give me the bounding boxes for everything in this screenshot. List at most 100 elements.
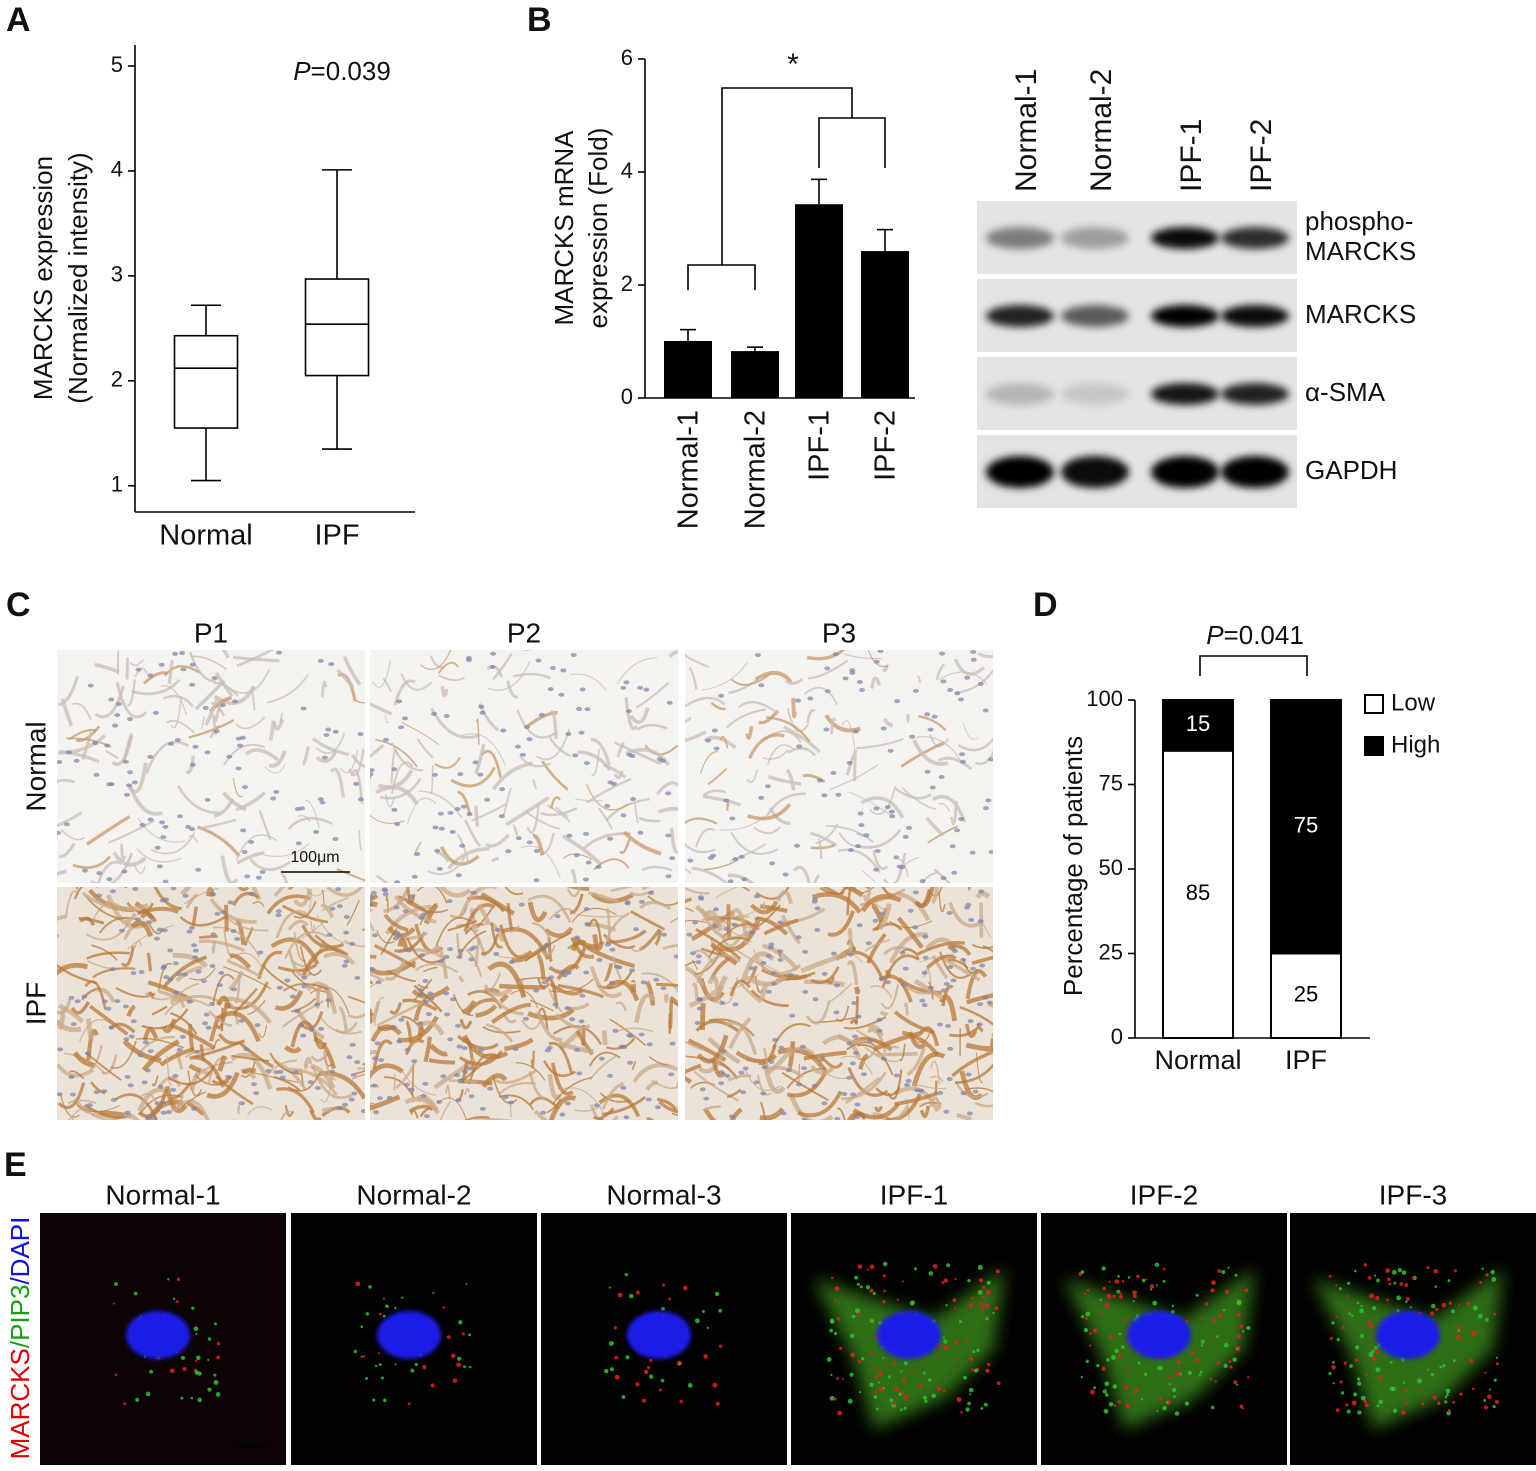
signal-dot — [1442, 1364, 1446, 1368]
signal-dot — [193, 1326, 199, 1332]
signal-dot — [1149, 1288, 1153, 1291]
tissue-fiber — [418, 790, 463, 819]
nucleus — [63, 822, 70, 827]
signal-dot — [858, 1391, 862, 1394]
signal-dot — [1447, 1409, 1451, 1413]
nucleus — [754, 894, 761, 899]
signal-dot — [850, 1352, 856, 1358]
signal-dot — [1345, 1294, 1349, 1298]
nucleus — [370, 890, 377, 895]
nucleus — [924, 769, 931, 774]
nucleus — [593, 1103, 600, 1108]
signal-dot — [903, 1406, 907, 1410]
signal-dot — [841, 1377, 845, 1380]
tissue-fiber — [598, 1093, 641, 1118]
nucleus — [275, 913, 282, 918]
signal-dot — [956, 1397, 962, 1403]
tissue-fiber — [703, 789, 727, 797]
nucleus — [86, 1103, 93, 1108]
nucleus — [884, 980, 891, 985]
nucleus — [795, 935, 802, 940]
nucleus — [629, 968, 636, 973]
tissue-fiber — [236, 650, 275, 668]
nucleus — [170, 1087, 177, 1092]
tissue-fiber — [903, 983, 937, 995]
nucleus — [106, 782, 113, 787]
tissue-fiber — [786, 708, 810, 733]
nucleus — [760, 960, 767, 965]
tissue-fiber — [654, 930, 662, 946]
tissue-fiber — [490, 987, 513, 997]
nucleus — [125, 783, 132, 788]
tissue-fiber — [631, 1060, 637, 1071]
nucleus — [432, 825, 439, 830]
nucleus — [940, 679, 947, 684]
tissue-fiber — [505, 796, 550, 827]
nucleus — [738, 854, 745, 859]
nucleus — [538, 712, 545, 717]
nucleus — [849, 670, 856, 675]
nucleus — [515, 836, 522, 841]
tissue-fiber — [315, 732, 346, 754]
nucleus — [253, 1091, 260, 1096]
nucleus — [874, 849, 881, 854]
signal-dot — [851, 1314, 856, 1319]
tissue-fiber — [957, 736, 993, 752]
nucleus — [130, 1019, 137, 1024]
signal-dot — [1359, 1334, 1365, 1339]
nucleus — [244, 874, 251, 879]
nucleus — [814, 906, 821, 911]
signal-dot — [984, 1303, 990, 1309]
tissue-fiber — [759, 1101, 767, 1120]
signal-dot — [450, 1353, 456, 1359]
nucleus — [203, 1012, 210, 1017]
signal-dot — [1357, 1410, 1362, 1415]
tissue-fiber — [232, 777, 244, 798]
nucleus — [573, 853, 580, 858]
tissue-fiber — [58, 842, 76, 859]
blot-band — [1151, 305, 1219, 327]
nucleus — [457, 772, 464, 777]
nucleus — [623, 1115, 630, 1120]
tissue-fiber — [515, 1062, 546, 1081]
signal-dot — [943, 1278, 948, 1283]
signal-dot — [378, 1312, 382, 1316]
tissue-fiber — [287, 949, 313, 978]
tissue-fiber — [552, 1076, 593, 1105]
tissue-fiber — [321, 680, 328, 698]
nucleus — [277, 1069, 284, 1074]
tissue-fiber — [622, 830, 662, 856]
tissue-fiber — [548, 988, 563, 1014]
nucleus — [579, 687, 586, 692]
signal-dot — [945, 1303, 948, 1307]
ihc-image — [685, 650, 993, 883]
signal-dot — [830, 1319, 835, 1324]
signal-dot — [1435, 1307, 1439, 1312]
signal-dot — [1127, 1276, 1131, 1279]
nucleus — [880, 726, 887, 731]
tissue-fiber — [158, 1076, 182, 1088]
signal-dot — [967, 1401, 971, 1406]
tissue-fiber — [355, 699, 365, 704]
nucleus — [863, 833, 870, 838]
tissue-fiber — [146, 952, 153, 972]
tissue-fiber — [767, 774, 802, 786]
tissue-fiber — [226, 959, 263, 979]
signal-dot — [994, 1306, 999, 1311]
signal-dot — [649, 1358, 653, 1363]
tissue-fiber — [187, 1070, 203, 1097]
nucleus — [574, 935, 581, 940]
nucleus — [437, 811, 444, 816]
signal-dot — [968, 1387, 974, 1393]
signal-dot — [353, 1349, 358, 1354]
signal-dot — [901, 1377, 906, 1382]
signal-dot — [896, 1298, 899, 1301]
signal-dot — [1353, 1392, 1358, 1397]
signal-dot — [1453, 1269, 1457, 1273]
tissue-fiber — [536, 1010, 563, 1042]
nucleus — [905, 1078, 912, 1083]
tissue-fiber — [312, 737, 350, 757]
tissue-fiber — [901, 787, 936, 810]
nucleus — [927, 985, 934, 990]
signal-dot — [457, 1356, 462, 1361]
